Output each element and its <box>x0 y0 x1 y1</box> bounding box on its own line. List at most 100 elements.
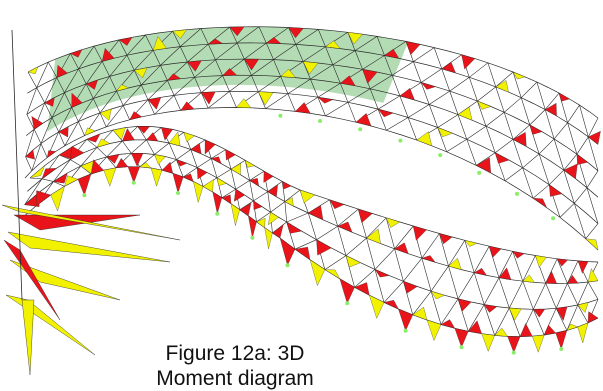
upper-band-diagonal <box>40 143 48 158</box>
lower-band-diagonal <box>70 159 82 167</box>
support-node <box>345 301 350 306</box>
support-node <box>176 191 180 195</box>
support-node <box>459 345 464 350</box>
lower-band-moment-lobe <box>244 159 256 168</box>
lower-band-moment-lobe <box>204 139 216 155</box>
upper-band-diagonal <box>222 75 230 92</box>
upper-band-diagonal <box>122 84 142 106</box>
upper-band-diagonal <box>449 91 459 115</box>
upper-band-diagonal <box>258 26 267 44</box>
upper-band-moment-lobe <box>558 92 570 102</box>
lower-band-diagonal <box>448 266 459 299</box>
lower-band-moment-lobe <box>267 184 278 198</box>
support-node <box>438 153 443 158</box>
lower-band-diagonal <box>509 307 521 337</box>
upper-band-diagonal <box>310 78 319 98</box>
lower-band-diagonal <box>106 140 123 158</box>
support-node <box>215 211 220 216</box>
upper-band-diagonal <box>109 76 117 92</box>
upper-band-diagonal <box>553 122 568 140</box>
support-tooth <box>454 328 469 348</box>
upper-band-moment-lobe <box>461 54 476 70</box>
upper-band-moment-lobe <box>201 91 216 105</box>
lower-band-moment-lobe <box>545 270 557 284</box>
lower-band-diagonal <box>96 147 108 158</box>
upper-band-diagonal <box>553 138 565 171</box>
support-tooth <box>50 185 65 212</box>
upper-band-diagonal <box>469 62 489 78</box>
support-tooth <box>193 181 204 204</box>
upper-band-diagonal <box>302 61 311 80</box>
lower-band-diagonal <box>374 248 395 270</box>
upper-band-diagonal <box>495 71 514 88</box>
upper-band-diagonal <box>64 68 79 93</box>
lower-band-moment-lobe <box>329 199 345 209</box>
lower-band-diagonal <box>53 181 65 187</box>
upper-band-diagonal <box>586 170 599 188</box>
upper-band-diagonal <box>194 59 216 78</box>
support-node <box>278 113 283 118</box>
upper-band-diagonal <box>118 39 128 56</box>
support-tooth <box>127 166 140 184</box>
support-node <box>398 138 403 143</box>
upper-band-moment-lobe <box>85 79 98 90</box>
upper-band-diagonal <box>180 28 202 47</box>
lower-band-moment-lobe <box>216 177 227 186</box>
support-tooth <box>264 227 273 250</box>
upper-band-moment-lobe <box>495 80 509 93</box>
upper-band-moment-lobe <box>576 153 589 165</box>
upper-band-moment-lobe <box>437 127 453 138</box>
upper-band-diagonal <box>134 70 142 86</box>
upper-band-diagonal <box>512 71 522 98</box>
upper-band-diagonal <box>317 82 341 98</box>
upper-band-diagonal <box>574 187 588 204</box>
lower-band-moment-lobe <box>587 311 599 324</box>
upper-band-moment-lobe <box>71 92 83 108</box>
lower-band-moment-lobe <box>394 242 409 254</box>
lower-band-diagonal <box>383 281 404 303</box>
support-tooth <box>248 215 257 238</box>
lower-band-diagonal <box>139 154 155 168</box>
upper-band-moment-lobe <box>236 98 252 108</box>
upper-band-diagonal <box>449 77 470 92</box>
lower-band-diagonal <box>494 307 510 336</box>
upper-band-diagonal <box>538 153 550 185</box>
upper-band-diagonal <box>520 81 538 98</box>
upper-band-moment-lobe <box>355 113 372 127</box>
upper-band-diagonal <box>33 129 42 144</box>
support-node <box>131 180 136 185</box>
upper-band-moment-lobe <box>280 68 296 78</box>
lower-band-diagonal <box>498 277 510 309</box>
upper-band-diagonal <box>520 97 531 125</box>
upper-band-diagonal <box>495 86 505 113</box>
upper-band-diagonal <box>457 114 468 140</box>
lower-band-diagonal <box>282 181 286 202</box>
upper-band-diagonal <box>340 83 349 103</box>
upper-band-diagonal <box>134 50 154 71</box>
upper-band-diagonal <box>173 95 181 111</box>
upper-band-diagonal <box>258 76 281 92</box>
edge-post <box>11 29 23 301</box>
upper-band-diagonal <box>160 65 168 81</box>
upper-band-diagonal <box>251 59 274 76</box>
upper-band-moment-lobe <box>99 108 112 121</box>
lower-band-moment-lobe <box>197 167 208 180</box>
lower-band-moment-lobe <box>316 239 332 256</box>
support-node <box>403 328 408 333</box>
upper-band-diagonal <box>44 77 58 104</box>
lower-band-moment-lobe <box>421 255 436 263</box>
upper-band-diagonal <box>116 90 124 106</box>
lower-band-diagonal <box>176 149 191 160</box>
upper-band-diagonal <box>78 121 85 136</box>
lower-band-moment-lobe <box>41 168 57 180</box>
lower-band-diagonal <box>183 167 198 178</box>
upper-band-diagonal <box>420 82 430 105</box>
upper-band-diagonal <box>428 104 438 128</box>
lower-band-moment-lobe <box>182 173 194 182</box>
upper-band-diagonal <box>244 58 252 76</box>
support-tooth <box>532 334 545 353</box>
lower-band-moment-lobe <box>139 162 152 169</box>
lower-band-diagonal <box>270 201 286 213</box>
upper-band-diagonal <box>354 50 363 70</box>
lower-band-diagonal <box>440 298 459 325</box>
